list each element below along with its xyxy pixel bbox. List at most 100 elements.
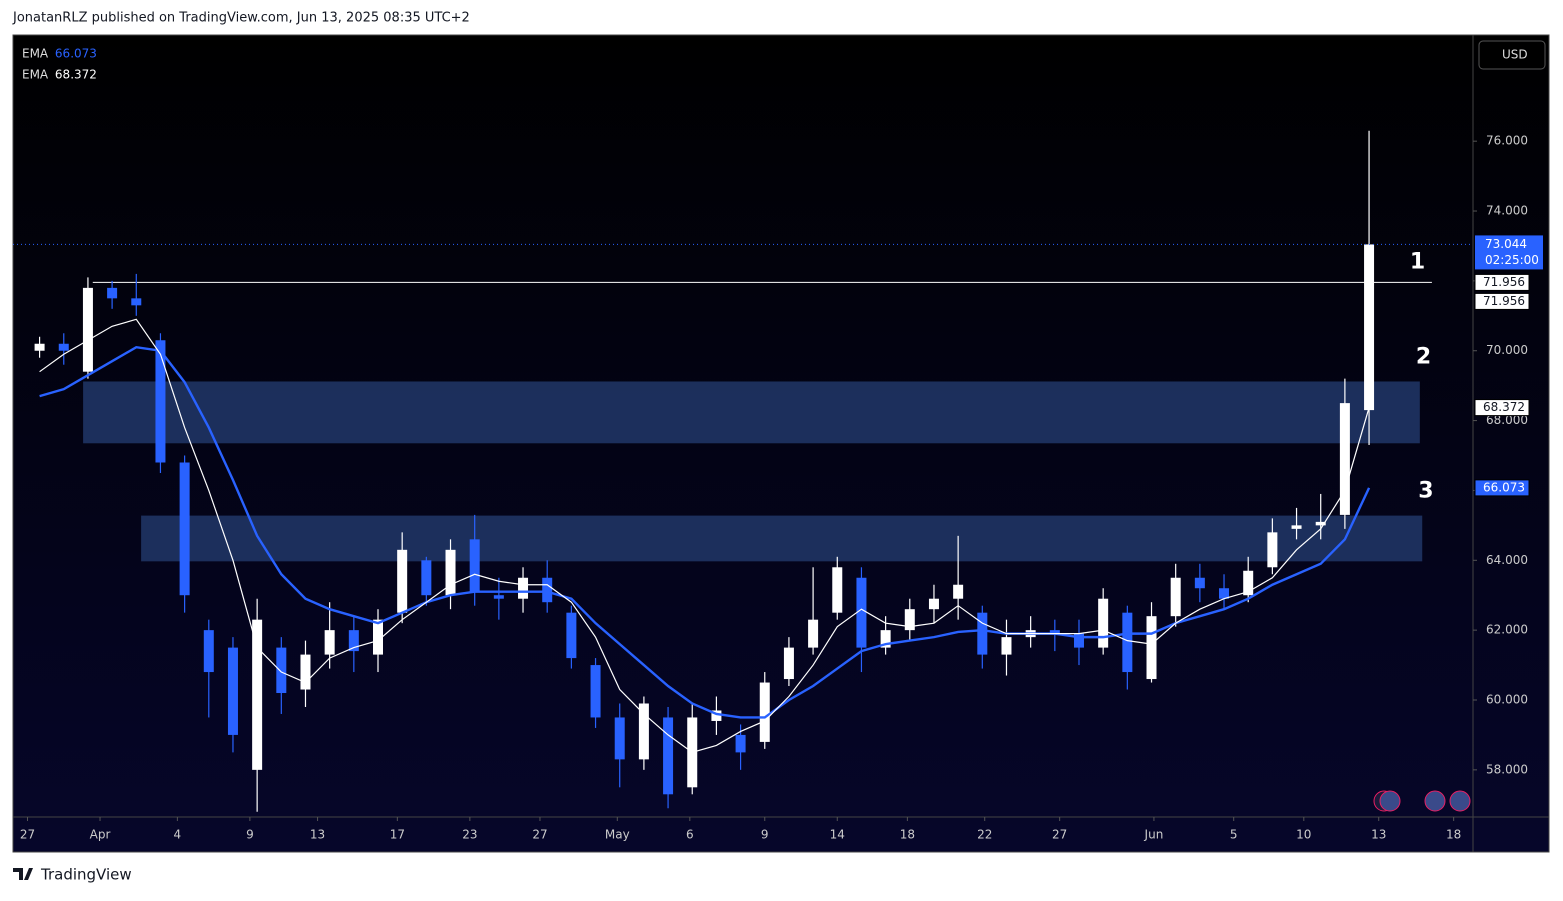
chart-frame: [12, 34, 1550, 853]
x-tick-label: Apr: [90, 828, 111, 842]
last-price-tag: [1475, 235, 1543, 270]
zone: [141, 515, 1423, 562]
candle-body: [252, 619, 263, 770]
y-tick-label: 76.000: [1486, 134, 1528, 148]
currency-button[interactable]: [1478, 40, 1546, 70]
last-price-text: 73.044: [1485, 237, 1527, 251]
candle-body: [759, 682, 770, 742]
x-tick-label: 27: [532, 828, 547, 842]
legend-value: 68.372: [55, 68, 97, 82]
x-tick-label: 22: [977, 828, 992, 842]
x-tick-label: Jun: [1144, 828, 1164, 842]
y-tick-label: 60.000: [1486, 692, 1528, 706]
candle-body: [1098, 598, 1109, 648]
y-tick-label: 64.000: [1486, 553, 1528, 567]
candle-body: [953, 584, 964, 599]
x-tick-label: 9: [761, 828, 769, 842]
x-tick-label: 27: [20, 828, 35, 842]
candle-body: [1243, 570, 1254, 596]
currency-label: USD: [1502, 48, 1528, 62]
candle-body: [1364, 244, 1375, 411]
x-tick-label: 4: [174, 828, 182, 842]
event-icon[interactable]: [1379, 790, 1401, 812]
ema-tag-text: 68.372: [1483, 400, 1525, 414]
x-tick-label: 13: [310, 828, 325, 842]
x-tick-label: 27: [1052, 828, 1067, 842]
candle-body: [977, 612, 988, 655]
level-label: 1: [1410, 249, 1425, 274]
x-tick-label: 9: [246, 828, 254, 842]
candle-body: [227, 647, 238, 735]
level-tag: [1474, 292, 1530, 310]
footer-text: TradingView: [40, 866, 132, 884]
candle-body: [808, 619, 819, 648]
candle-body: [58, 343, 69, 351]
countdown-text: 02:25:00: [1485, 253, 1539, 267]
legend: EMA 66.073 EMA 68.372: [22, 47, 97, 82]
candle-body: [1073, 633, 1084, 648]
candle-body: [542, 577, 553, 603]
y-tick-label: 70.000: [1486, 343, 1528, 357]
legend-name: EMA: [22, 47, 49, 61]
candle-body: [469, 539, 480, 592]
x-tick-label: 13: [1371, 828, 1386, 842]
zone: [83, 381, 1420, 444]
x-tick-label: 14: [830, 828, 845, 842]
tv-logo: TradingView: [13, 866, 132, 884]
candle-body: [856, 577, 867, 648]
candle-body: [1146, 616, 1157, 680]
x-tick-label: 10: [1296, 828, 1311, 842]
candle-body: [1339, 403, 1350, 515]
candle-body: [155, 340, 166, 463]
y-tick-label: 62.000: [1486, 623, 1528, 637]
publish-header: JonatanRLZ published on TradingView.com,…: [12, 11, 470, 26]
level-tag-text: 71.956: [1483, 275, 1525, 289]
x-tick-label: 5: [1230, 828, 1238, 842]
candle-body: [590, 665, 601, 718]
x-tick-label: May: [605, 828, 630, 842]
x-tick-label: 23: [462, 828, 477, 842]
candle-body: [348, 630, 359, 652]
candle-body: [614, 717, 625, 760]
plot-area: 2 3 1: [13, 130, 1473, 812]
candle-body: [880, 630, 891, 648]
candle-body: [324, 630, 335, 655]
ema-tag-text: 66.073: [1483, 480, 1525, 494]
ema-line: [39, 345, 1371, 719]
candle-body: [179, 462, 190, 596]
candle-body: [34, 343, 45, 351]
candle-body: [566, 612, 577, 659]
candle-body: [107, 287, 118, 299]
candle-body: [445, 549, 456, 596]
event-icon[interactable]: [1449, 790, 1471, 812]
x-tick-label: 18: [900, 828, 915, 842]
ema-tag: [1474, 479, 1530, 497]
candle-body: [300, 654, 311, 690]
candle-body: [1170, 577, 1181, 617]
legend-value: 66.073: [55, 47, 97, 61]
zone-label: 2: [1416, 344, 1431, 369]
candle-body: [663, 717, 674, 795]
candle-body: [1194, 577, 1205, 589]
ema-tag: [1474, 399, 1530, 417]
event-icons: [1373, 790, 1471, 812]
candle-body: [1267, 532, 1278, 568]
x-tick-label: 17: [390, 828, 405, 842]
candle-body: [1001, 637, 1012, 655]
candle-body: [82, 287, 93, 372]
candle-body: [711, 710, 722, 721]
zone-label: 3: [1418, 479, 1433, 504]
ema-line: [39, 318, 1370, 754]
candle-body: [421, 560, 432, 596]
x-tick-label: 18: [1446, 828, 1461, 842]
candle-body: [1291, 525, 1302, 529]
candle-body: [928, 598, 939, 610]
candle-body: [518, 577, 529, 599]
candle-body: [1049, 630, 1060, 634]
x-tick-label: 6: [686, 828, 694, 842]
event-icon[interactable]: [1424, 790, 1446, 812]
candle-body: [203, 630, 214, 673]
candle-body: [493, 595, 504, 599]
